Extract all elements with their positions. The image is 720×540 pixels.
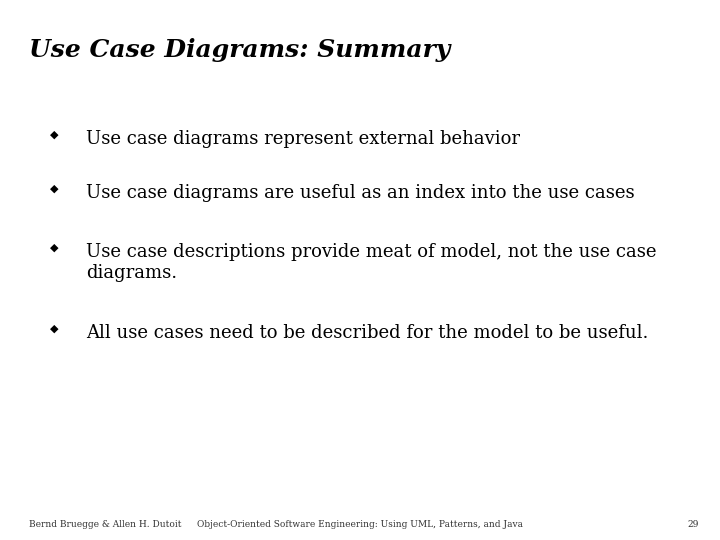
Text: Use case diagrams represent external behavior: Use case diagrams represent external beh…	[86, 130, 521, 147]
Text: ◆: ◆	[50, 130, 59, 140]
Text: ◆: ◆	[50, 243, 59, 253]
Text: Bernd Bruegge & Allen H. Dutoit: Bernd Bruegge & Allen H. Dutoit	[29, 520, 181, 529]
Text: Use Case Diagrams: Summary: Use Case Diagrams: Summary	[29, 38, 450, 62]
Text: 29: 29	[687, 520, 698, 529]
Text: All use cases need to be described for the model to be useful.: All use cases need to be described for t…	[86, 324, 649, 342]
Text: Use case descriptions provide meat of model, not the use case
diagrams.: Use case descriptions provide meat of mo…	[86, 243, 657, 282]
Text: Object-Oriented Software Engineering: Using UML, Patterns, and Java: Object-Oriented Software Engineering: Us…	[197, 520, 523, 529]
Text: ◆: ◆	[50, 184, 59, 194]
Text: Use case diagrams are useful as an index into the use cases: Use case diagrams are useful as an index…	[86, 184, 635, 201]
Text: ◆: ◆	[50, 324, 59, 334]
